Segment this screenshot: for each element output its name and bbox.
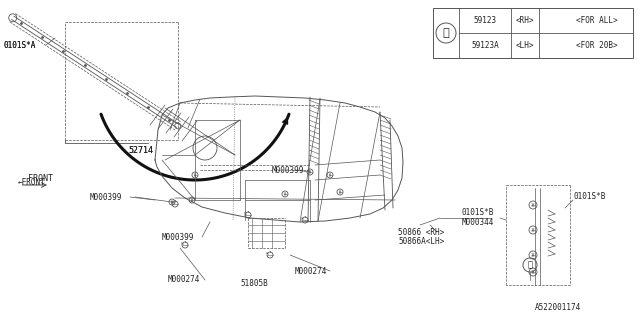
Text: 59123: 59123 bbox=[474, 16, 497, 25]
Text: 0101S*A: 0101S*A bbox=[4, 41, 36, 50]
Bar bbox=[433, 8, 633, 58]
Text: 59123A: 59123A bbox=[471, 41, 499, 50]
Text: ①: ① bbox=[527, 260, 532, 269]
Text: ←FRONT: ←FRONT bbox=[18, 178, 45, 187]
Text: ①: ① bbox=[443, 28, 449, 38]
Text: 52714: 52714 bbox=[128, 146, 153, 155]
Text: <FOR 20B>: <FOR 20B> bbox=[576, 41, 618, 50]
Text: 0101S*B: 0101S*B bbox=[573, 191, 605, 201]
Text: M000274: M000274 bbox=[295, 267, 328, 276]
Text: FRONT: FRONT bbox=[28, 173, 53, 182]
Text: M000399: M000399 bbox=[162, 233, 195, 242]
Text: 50866A<LH>: 50866A<LH> bbox=[398, 236, 444, 245]
Text: 51805B: 51805B bbox=[240, 278, 268, 287]
Text: <LH>: <LH> bbox=[516, 41, 534, 50]
Text: 52714: 52714 bbox=[128, 146, 153, 155]
Text: M000399: M000399 bbox=[272, 165, 305, 174]
Text: <FOR ALL>: <FOR ALL> bbox=[576, 16, 618, 25]
Text: 50866 <RH>: 50866 <RH> bbox=[398, 228, 444, 236]
Text: 0101S*A: 0101S*A bbox=[4, 41, 36, 50]
Text: <RH>: <RH> bbox=[516, 16, 534, 25]
Text: A522001174: A522001174 bbox=[535, 303, 581, 313]
Text: M000274: M000274 bbox=[168, 276, 200, 284]
Text: M000344: M000344 bbox=[462, 218, 494, 227]
Text: 0101S*B: 0101S*B bbox=[462, 207, 494, 217]
Text: M000399: M000399 bbox=[90, 193, 122, 202]
